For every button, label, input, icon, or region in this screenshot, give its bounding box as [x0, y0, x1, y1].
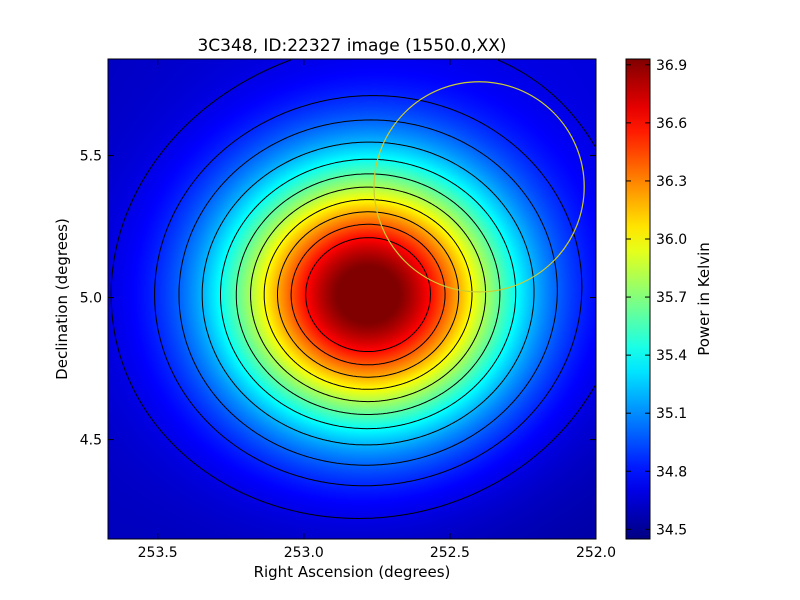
y-tick-label: 5.0 — [80, 291, 102, 307]
y-axis-ticks: 4.5 5.0 5.5 — [80, 149, 596, 449]
contour-lines — [110, 59, 596, 519]
contour-line — [235, 173, 501, 415]
y-tick-label: 5.5 — [80, 149, 102, 165]
contour-line — [220, 158, 517, 430]
contour-line — [178, 119, 558, 466]
contour-line — [154, 95, 583, 487]
colorbar: 34.5 34.8 35.1 35.4 35.7 36.0 36.3 36.6 36.9 Pow… — [625, 58, 713, 540]
contour-line — [305, 237, 431, 352]
x-tick-label: 253.5 — [138, 545, 178, 561]
x-axis-label: Right Ascension (degrees) — [254, 563, 451, 581]
heatmap-image — [108, 59, 596, 539]
contour-line — [250, 186, 487, 403]
chart-title: 3C348, ID:22327 image (1550.0,XX) — [197, 36, 506, 56]
contour-line — [110, 59, 596, 519]
colorbar-ticks: 34.5 34.8 35.1 35.4 35.7 36.0 36.3 36.6 36.9 — [626, 58, 687, 538]
x-tick-label: 253.0 — [284, 545, 324, 561]
colorbar-tick-label: 36.9 — [656, 58, 687, 74]
colorbar-label: Power in Kelvin — [695, 242, 713, 356]
plot-frame — [107, 58, 597, 540]
colorbar-tick-label: 36.3 — [656, 174, 687, 190]
colorbar-tick-label: 35.7 — [656, 290, 687, 306]
y-tick-label: 4.5 — [80, 433, 102, 449]
colorbar-tick-label: 36.6 — [656, 116, 687, 132]
x-tick-label: 252.5 — [430, 545, 470, 561]
contour-line — [290, 223, 446, 366]
plot-area — [107, 58, 597, 540]
colorbar-gradient — [625, 58, 651, 540]
colorbar-tick-label: 34.8 — [656, 464, 687, 480]
colorbar-tick-label: 35.4 — [656, 348, 687, 364]
x-tick-label: 252.0 — [576, 545, 616, 561]
x-axis-ticks: 253.5 253.0 252.5 252.0 — [138, 59, 616, 561]
contour-line — [277, 211, 460, 378]
contour-line — [263, 199, 473, 390]
y-axis-label: Declination (degrees) — [53, 218, 71, 380]
colorbar-tick-label: 34.5 — [656, 522, 687, 538]
colorbar-tick-label: 36.0 — [656, 232, 687, 248]
contour-line — [201, 141, 535, 446]
colorbar-tick-label: 35.1 — [656, 406, 687, 422]
source-circle-marker — [373, 81, 585, 293]
